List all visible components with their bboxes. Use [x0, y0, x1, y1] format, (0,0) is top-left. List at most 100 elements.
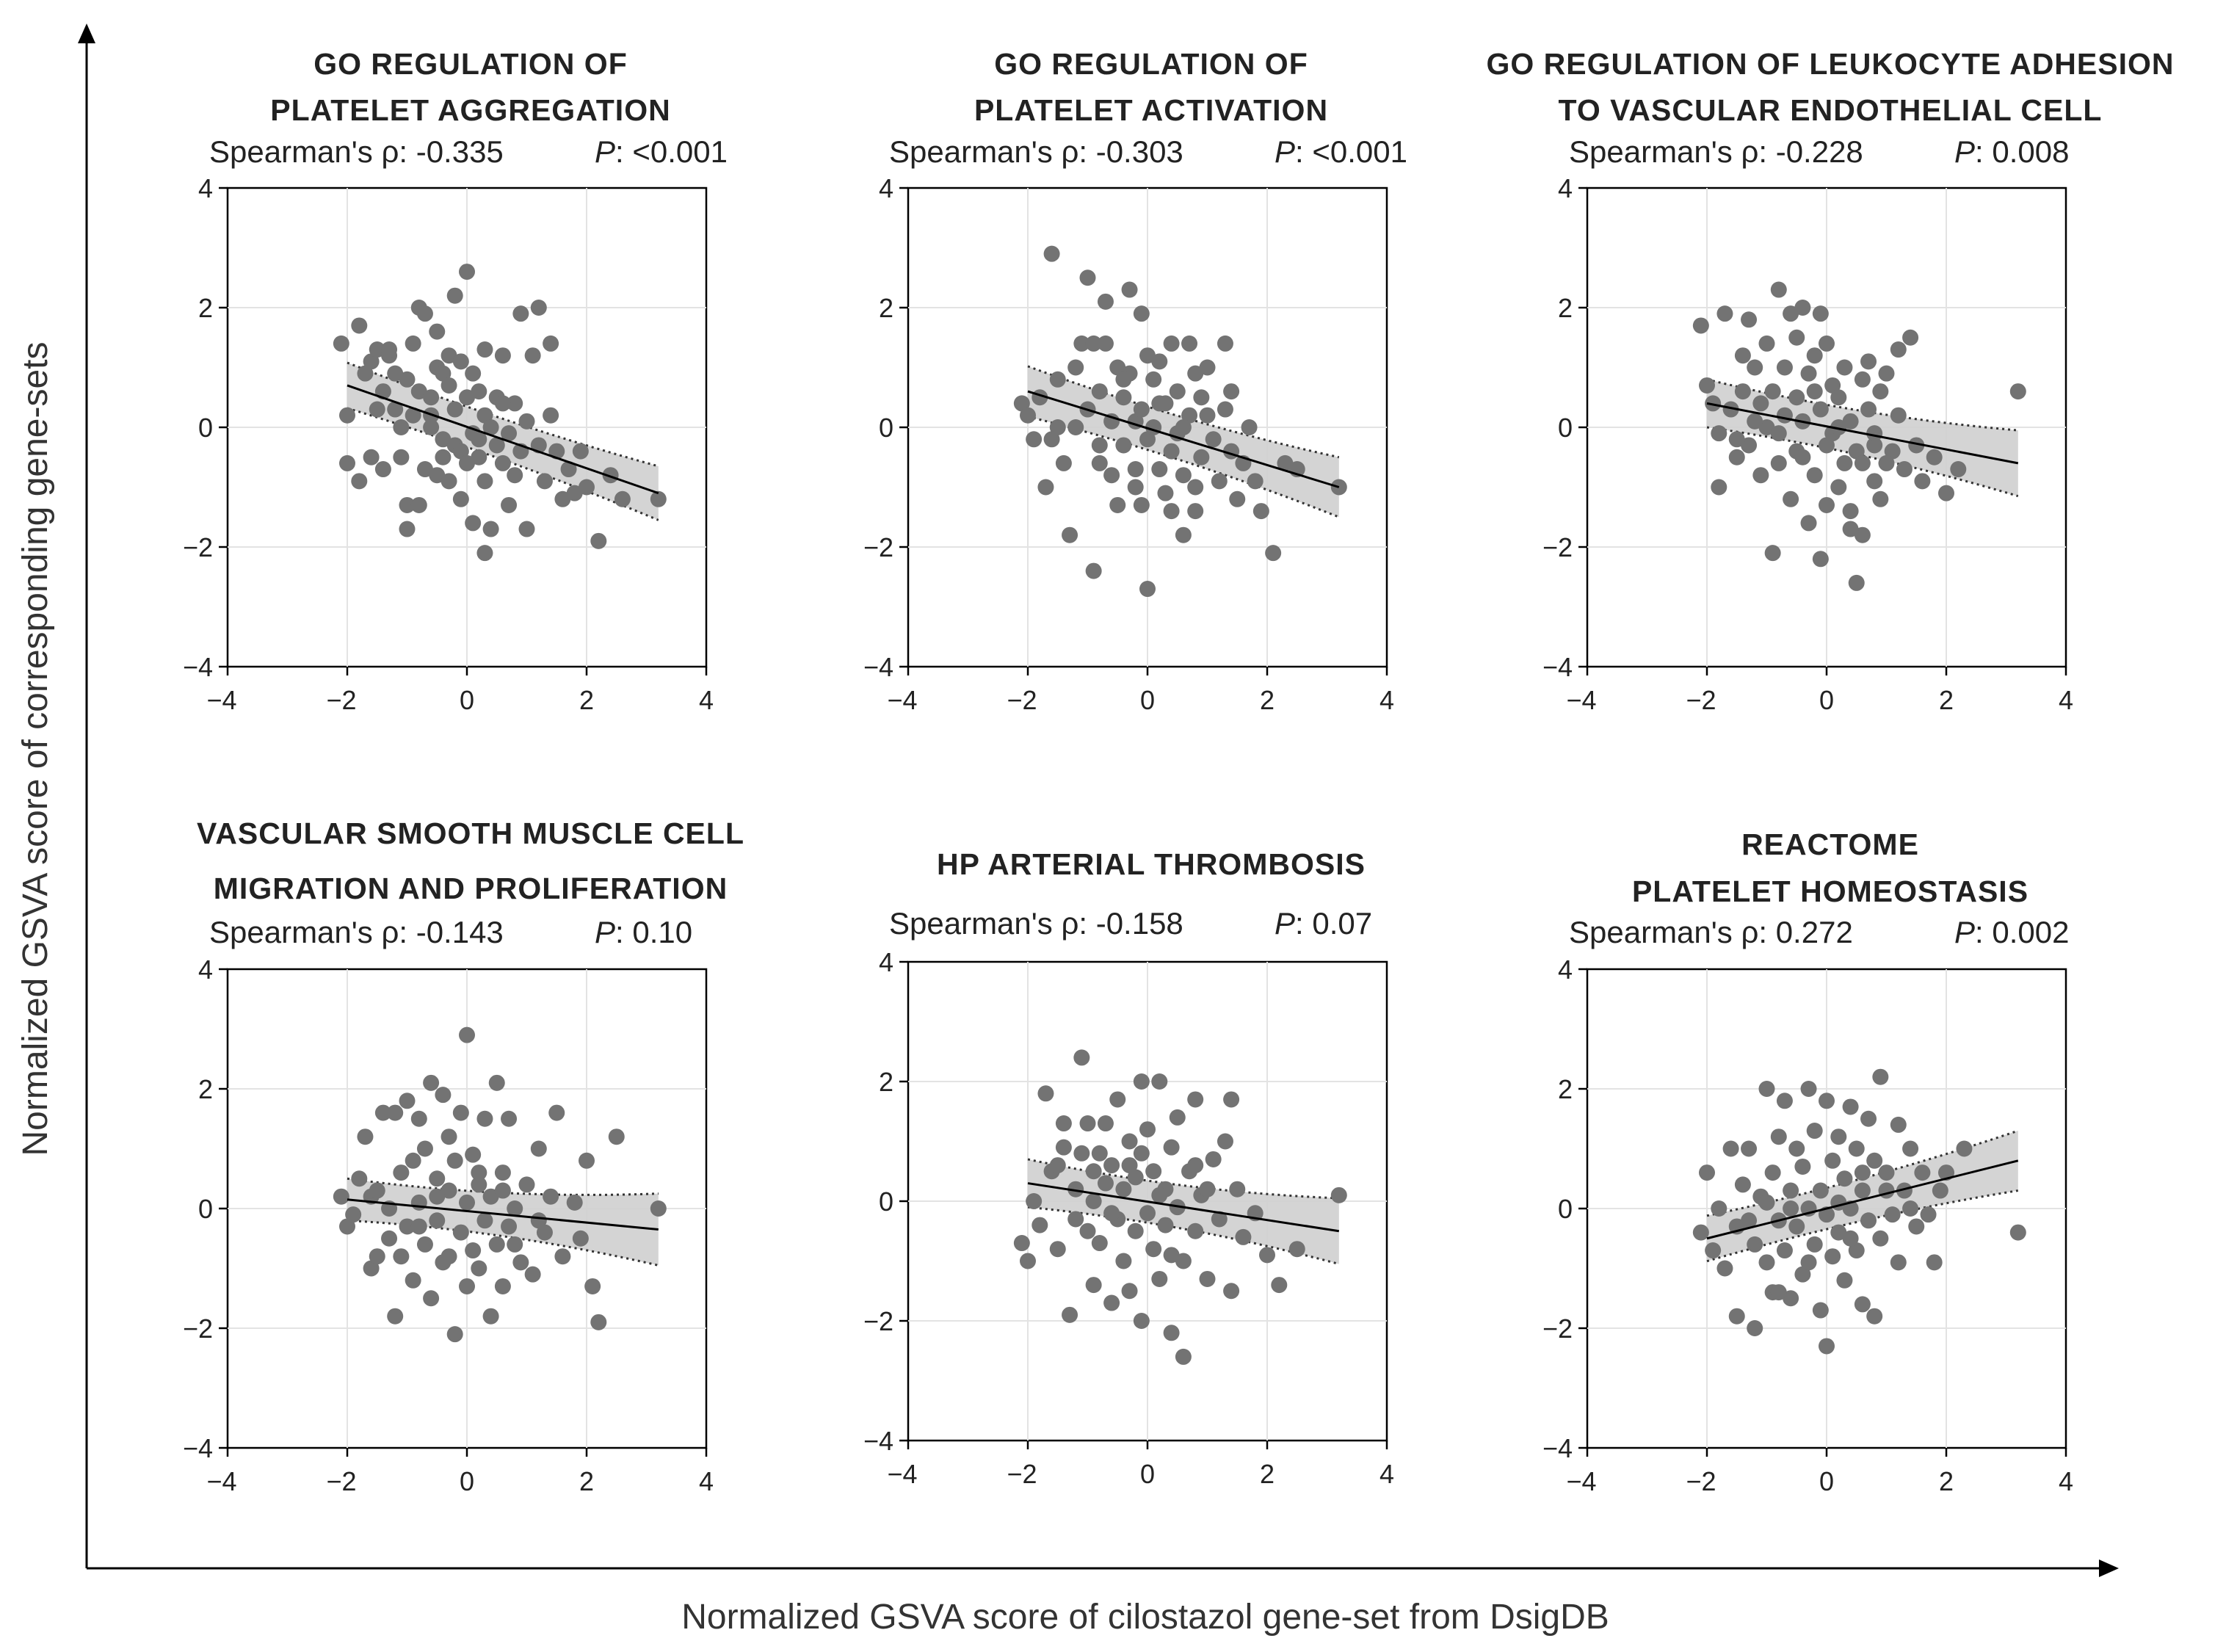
- data-point: [363, 449, 380, 465]
- data-point: [1067, 1181, 1084, 1198]
- data-point: [548, 443, 565, 460]
- data-point: [1187, 365, 1204, 382]
- data-point: [1908, 1218, 1925, 1235]
- data-point: [1728, 1308, 1745, 1325]
- scatter-panel-3: GO REGULATION OF LEUKOCYTE ADHESION TO VA…: [1486, 47, 2173, 715]
- data-point: [452, 1224, 469, 1241]
- data-point: [1890, 341, 1907, 358]
- data-point: [1205, 1151, 1222, 1167]
- panel-title-line: PLATELET AGGREGATION: [270, 93, 670, 127]
- confidence-upper-bound: [347, 361, 659, 468]
- data-point: [1866, 425, 1883, 442]
- data-point: [494, 1164, 511, 1181]
- y-tick-label: 2: [1558, 1074, 1573, 1104]
- x-tick-label: −2: [326, 1466, 356, 1496]
- x-tick-label: 4: [2059, 1466, 2073, 1496]
- data-point: [1860, 353, 1877, 370]
- data-point: [1085, 1277, 1102, 1294]
- regression-line: [1027, 1182, 1340, 1233]
- data-point: [1067, 359, 1084, 376]
- p-value-stat: P: 0.008: [1954, 134, 2069, 169]
- data-point: [507, 395, 523, 412]
- p-value-stat: P: 0.07: [1275, 906, 1372, 941]
- data-point: [1181, 335, 1198, 352]
- data-point: [1800, 515, 1817, 532]
- data-point: [1890, 407, 1907, 424]
- data-point: [399, 521, 416, 537]
- scatter-panel-4: VASCULAR SMOOTH MUSCLE CELL MIGRATION AND…: [183, 816, 744, 1496]
- data-point: [1085, 1163, 1102, 1180]
- data-point: [1109, 496, 1126, 513]
- data-point: [345, 1206, 362, 1223]
- data-point: [1217, 1133, 1233, 1150]
- data-point: [1151, 353, 1168, 370]
- data-point: [1091, 437, 1108, 454]
- spearman-stat: Spearman's ρ: -0.143: [209, 915, 504, 949]
- data-point: [1920, 1206, 1937, 1223]
- data-point: [369, 341, 385, 358]
- data-point: [471, 431, 487, 448]
- x-tick-label: 0: [460, 685, 474, 715]
- data-point: [1836, 1272, 1853, 1289]
- spearman-stat: Spearman's ρ: 0.272: [1569, 915, 1853, 949]
- data-point: [524, 347, 541, 364]
- data-point: [363, 1260, 380, 1277]
- data-point: [1199, 1270, 1216, 1287]
- data-point: [1259, 1247, 1275, 1264]
- data-point: [1049, 371, 1066, 388]
- data-point: [536, 473, 553, 490]
- data-point: [1151, 1073, 1168, 1090]
- data-point: [1711, 425, 1727, 442]
- data-point: [1163, 1139, 1180, 1156]
- data-point: [1032, 1217, 1048, 1233]
- data-point: [1199, 407, 1216, 424]
- data-point: [1722, 401, 1739, 418]
- data-point: [459, 264, 475, 280]
- p-label: P: [1954, 915, 1975, 949]
- x-tick-label: 2: [579, 1466, 594, 1496]
- data-point: [501, 1218, 518, 1235]
- data-point: [393, 419, 410, 435]
- data-point: [1884, 1206, 1901, 1223]
- panel-title-line: REACTOME: [1741, 827, 1919, 861]
- data-point: [1692, 317, 1709, 334]
- data-point: [423, 419, 440, 435]
- data-point: [1734, 383, 1751, 400]
- spearman-rho: 0.272: [1776, 915, 1853, 949]
- data-point: [410, 496, 427, 513]
- data-point: [351, 473, 368, 490]
- data-point: [1783, 1200, 1799, 1217]
- data-point: [459, 389, 475, 406]
- data-point: [1193, 449, 1210, 465]
- scatter-panel-5: HP ARTERIAL THROMBOSIS Spearman's ρ: -0.1…: [863, 847, 1394, 1489]
- data-point: [530, 1140, 547, 1157]
- data-point: [1932, 1182, 1948, 1199]
- data-point: [410, 1218, 427, 1235]
- data-point: [494, 395, 511, 412]
- data-point: [357, 1128, 374, 1145]
- data-point: [572, 1230, 589, 1247]
- data-point: [1223, 383, 1240, 400]
- data-point: [1830, 1194, 1847, 1211]
- data-point: [1223, 1283, 1240, 1300]
- p-value: : <0.001: [615, 134, 728, 169]
- data-point: [1848, 1242, 1865, 1259]
- data-point: [435, 431, 452, 448]
- data-point: [1199, 1181, 1216, 1198]
- data-point: [566, 485, 583, 501]
- data-point: [1783, 305, 1799, 322]
- data-point: [1055, 1115, 1072, 1132]
- y-tick-label: −4: [1542, 652, 1573, 682]
- data-point: [1884, 443, 1901, 460]
- data-point: [1770, 281, 1787, 298]
- data-point: [1854, 526, 1871, 543]
- data-point: [488, 437, 505, 454]
- data-point: [1758, 419, 1775, 435]
- data-point: [1776, 359, 1793, 376]
- data-point: [512, 1254, 529, 1271]
- data-point: [1133, 305, 1150, 322]
- data-point: [1020, 1253, 1036, 1269]
- data-point: [381, 341, 398, 358]
- data-point: [1830, 419, 1847, 435]
- panel-title-line: HP ARTERIAL THROMBOSIS: [937, 847, 1366, 881]
